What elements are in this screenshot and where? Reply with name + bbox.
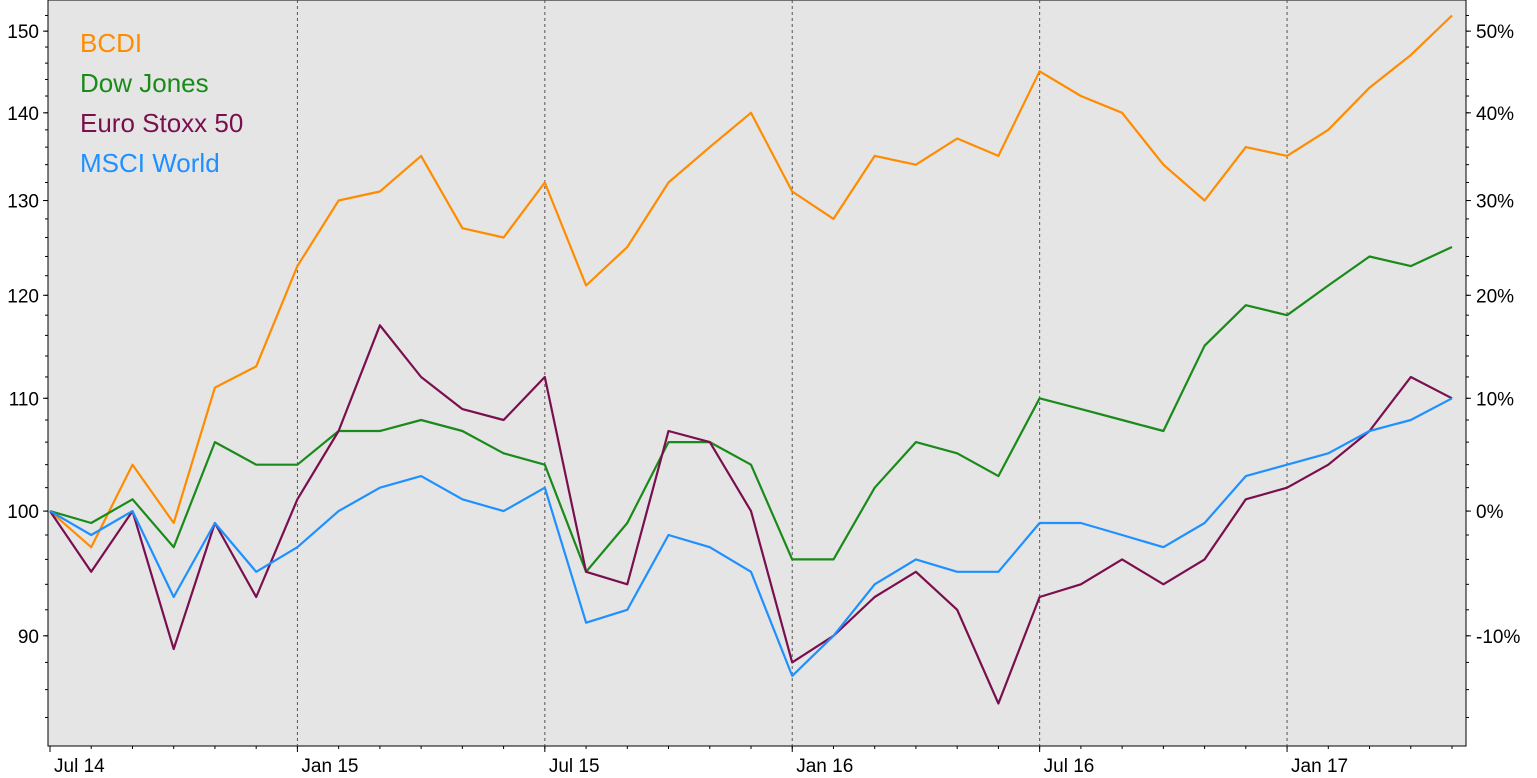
y-right-tick-label: -10%	[1476, 627, 1520, 648]
y-right-tick-label: 50%	[1476, 22, 1514, 43]
y-right-tick-label: 30%	[1476, 192, 1514, 213]
plot-background	[47, 0, 1467, 747]
x-tick-label: Jan 16	[796, 756, 853, 777]
right-y-axis: -10% 0% 10% 20% 30% 40% 50%	[1466, 14, 1520, 718]
series-line-euro-stoxx-50	[49, 324, 1453, 705]
series-line-bcdi	[49, 14, 1453, 549]
y-left-tick-label: 130	[7, 192, 39, 213]
series-line-msci-world	[49, 397, 1453, 678]
x-tick-label: Jul 14	[54, 756, 105, 777]
legend-entry: Euro Stoxx 50	[80, 108, 243, 138]
y-left-tick-label: 140	[7, 104, 39, 125]
grid-lines	[296, 0, 1288, 746]
y-right-tick-label: 20%	[1476, 286, 1514, 307]
legend-entry: Dow Jones	[80, 68, 209, 98]
legend-entry: MSCI World	[80, 148, 220, 178]
x-tick-label: Jan 17	[1291, 756, 1348, 777]
x-tick-label: Jul 16	[1044, 756, 1095, 777]
y-left-tick-label: 150	[7, 22, 39, 43]
series-line-dow-jones	[49, 246, 1453, 573]
y-left-tick-label: 110	[9, 389, 39, 410]
legend-entry: BCDI	[80, 28, 142, 58]
x-axis: Jul 14 Jan 15 Jul 15 Jan 16 Jul 16 Jan 17	[49, 746, 1453, 777]
series-lines	[49, 14, 1453, 705]
x-tick-label: Jul 15	[549, 756, 600, 777]
y-left-tick-label: 100	[7, 502, 39, 523]
y-right-tick-label: 40%	[1476, 104, 1514, 125]
y-right-tick-label: 0%	[1476, 502, 1504, 523]
y-left-tick-label: 120	[7, 286, 39, 307]
legend: BCDI Dow Jones Euro Stoxx 50 MSCI World	[80, 28, 243, 178]
left-y-axis: 90 100 110 120 130 140 150	[7, 14, 48, 718]
x-tick-label: Jan 15	[301, 756, 358, 777]
y-right-tick-label: 10%	[1476, 389, 1514, 410]
y-left-tick-label: 90	[18, 627, 39, 648]
